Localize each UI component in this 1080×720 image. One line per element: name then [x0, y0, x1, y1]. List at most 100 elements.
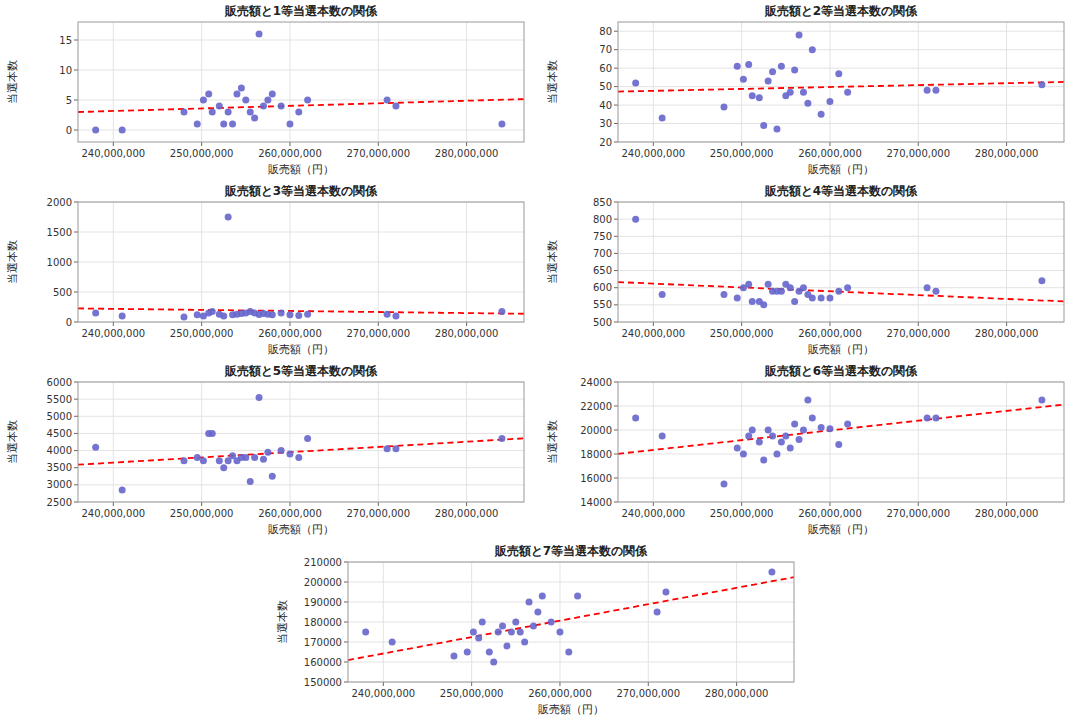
tick-mark — [289, 142, 290, 146]
grid-line — [78, 262, 524, 263]
x-tick-label: 260,000,000 — [798, 508, 862, 519]
tick-mark — [74, 502, 78, 503]
figure: 240,000,000250,000,000260,000,000270,000… — [0, 0, 1080, 720]
scatter-point — [809, 46, 816, 53]
scatter-point — [756, 94, 763, 101]
x-tick-label: 260,000,000 — [258, 328, 322, 339]
tick-mark — [344, 622, 348, 623]
x-tick-label: 260,000,000 — [798, 328, 862, 339]
chart-title: 販売額と5等当選本数の関係 — [224, 364, 378, 378]
tick-mark — [74, 70, 78, 71]
chart-title: 販売額と7等当選本数の関係 — [494, 544, 648, 558]
scatter-point — [479, 619, 486, 626]
tick-mark — [829, 142, 830, 146]
grid-line — [618, 236, 1064, 237]
grid-line — [348, 622, 794, 623]
y-tick-label: 70 — [599, 44, 612, 55]
grid-line — [618, 454, 1064, 455]
scatter-point — [225, 109, 232, 116]
scatter-point — [251, 454, 258, 461]
scatter-point — [778, 63, 785, 70]
tick-mark — [614, 454, 618, 455]
scatter-point — [662, 589, 669, 596]
tick-mark — [559, 682, 560, 686]
tick-mark — [614, 478, 618, 479]
plot-frame — [348, 562, 794, 682]
scatter-point — [209, 430, 216, 437]
scatter-point — [205, 91, 212, 98]
chart-title: 販売額と1等当選本数の関係 — [224, 4, 378, 18]
plot-background — [78, 22, 524, 142]
grid-line — [1006, 382, 1007, 502]
grid-line — [289, 382, 290, 502]
tick-mark — [653, 502, 654, 506]
y-tick-label: 50 — [599, 81, 612, 92]
x-tick-label: 260,000,000 — [528, 688, 592, 699]
grid-line — [618, 123, 1064, 124]
grid-line — [918, 202, 919, 322]
scatter-point — [826, 98, 833, 105]
grid-line — [918, 382, 919, 502]
scatter-point — [220, 121, 227, 128]
scatter-point — [734, 295, 741, 302]
data-layer — [78, 394, 524, 494]
tick-mark — [466, 322, 467, 326]
tick-mark — [378, 322, 379, 326]
scatter-point — [269, 473, 276, 480]
data-layer — [78, 214, 524, 321]
tick-mark — [614, 253, 618, 254]
scatter-point — [180, 313, 187, 320]
scatter-point — [216, 457, 223, 464]
chart-title: 販売額と3等当選本数の関係 — [224, 184, 378, 198]
scatter-point — [835, 441, 842, 448]
scatter-point — [791, 67, 798, 74]
scatter-point — [796, 436, 803, 443]
scatter-point — [720, 291, 727, 298]
scatter-point — [450, 653, 457, 660]
scatter-point — [659, 433, 666, 440]
y-tick-label: 160000 — [304, 657, 342, 668]
grid-line — [78, 467, 524, 468]
grid-line — [378, 382, 379, 502]
scatter-point — [495, 629, 502, 636]
scatter-point — [765, 427, 772, 434]
scatter-point — [826, 425, 833, 432]
y-axis-label: 当選本数 — [6, 240, 19, 284]
plot-background — [618, 382, 1064, 502]
tick-mark — [74, 433, 78, 434]
x-axis-label: 販売額（円） — [808, 343, 874, 356]
scatter-point — [800, 427, 807, 434]
tick-mark — [614, 49, 618, 50]
scatter-point — [787, 89, 794, 96]
scatter-point — [260, 103, 267, 110]
x-tick-label: 250,000,000 — [710, 148, 774, 159]
tick-mark — [918, 322, 919, 326]
scatter-point — [486, 649, 493, 656]
y-tick-label: 18000 — [580, 449, 612, 460]
tick-mark — [614, 31, 618, 32]
x-tick-label: 240,000,000 — [622, 508, 686, 519]
scatter-point — [749, 298, 756, 305]
scatter-point — [216, 103, 223, 110]
tick-mark — [471, 682, 472, 686]
scatter-point — [632, 415, 639, 422]
grid-line — [653, 382, 654, 502]
y-tick-label: 170000 — [304, 637, 342, 648]
scatter-point — [503, 643, 510, 650]
tick-mark — [378, 142, 379, 146]
x-tick-label: 250,000,000 — [710, 328, 774, 339]
scatter-point — [740, 76, 747, 83]
y-tick-label: 60 — [599, 63, 612, 74]
y-tick-label: 5500 — [47, 394, 72, 405]
scatter-point — [295, 454, 302, 461]
scatter-point — [286, 451, 293, 458]
grid-line — [618, 304, 1064, 305]
tick-mark — [614, 202, 618, 203]
tick-mark — [614, 502, 618, 503]
tick-mark — [466, 142, 467, 146]
tick-mark — [614, 287, 618, 288]
scatter-point — [517, 629, 524, 636]
y-tick-label: 500 — [53, 287, 72, 298]
x-tick-label: 280,000,000 — [705, 688, 769, 699]
scatter-point — [92, 444, 99, 451]
